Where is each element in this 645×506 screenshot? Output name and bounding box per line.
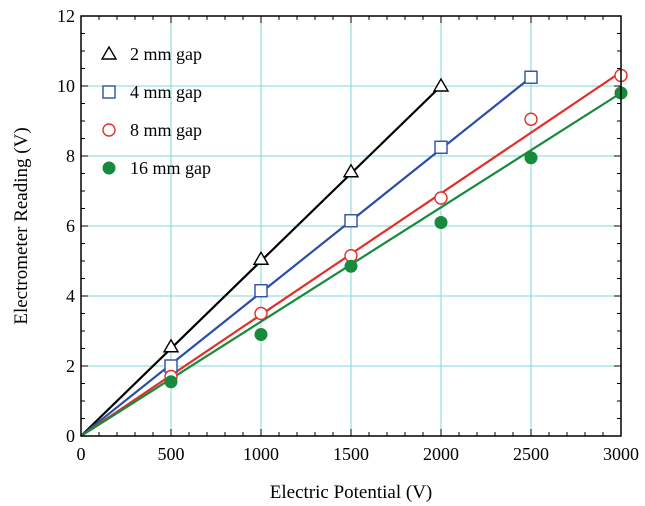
data-point-2-mm-gap [252,250,270,265]
data-point-4-mm-gap [524,70,538,84]
x-tick-label: 2000 [423,444,459,464]
data-point-2-mm-gap [432,77,450,92]
y-tick-label: 10 [57,76,75,96]
data-point-16-mm-gap [524,151,538,165]
data-point-2-mm-gap [162,338,180,353]
data-point-8-mm-gap [524,112,538,126]
legend-label-2-mm-gap: 2 mm gap [130,44,202,64]
data-point-8-mm-gap [254,306,268,321]
data-point-16-mm-gap [344,259,358,273]
data-point-2-mm-gap [342,163,360,178]
y-tick-label: 4 [66,286,75,306]
legend: 2 mm gap 4 mm gap 8 mm gap 16 mm gap [100,44,211,178]
legend-label-4-mm-gap: 4 mm gap [130,82,202,102]
x-tick-label: 1000 [243,444,279,464]
legend-marker-2-mm-gap [100,45,118,60]
data-point-16-mm-gap [164,375,178,389]
legend-marker-8-mm-gap [102,123,116,137]
data-point-16-mm-gap [254,328,268,341]
y-tick-label: 2 [66,356,75,376]
y-tick-label: 8 [66,146,75,166]
axis-ticks: 0 500 1000 1500 2000 2500 3000 0 2 4 6 8 10 12 [57,6,639,464]
x-tick-label: 0 [77,444,86,464]
legend-label-16-mm-gap: 16 mm gap [130,158,211,178]
data-point-8-mm-gap [434,191,448,205]
x-tick-label: 2500 [513,444,549,464]
fit-line-4-mm-gap [80,76,532,437]
data-point-4-mm-gap [434,140,448,154]
y-tick-label: 0 [66,426,75,446]
data-point-4-mm-gap [254,284,268,298]
y-tick-label: 12 [57,6,75,26]
x-tick-label: 500 [158,444,185,464]
legend-marker-16-mm-gap [102,161,116,175]
x-tick-label: 3000 [603,444,639,464]
legend-label-8-mm-gap: 8 mm gap [130,120,202,140]
y-axis-title: Electrometer Reading (V) [11,127,32,324]
legend-marker-4-mm-gap [102,85,116,99]
y-tick-label: 6 [66,216,75,236]
x-axis-title: Electric Potential (V) [270,482,433,503]
data-point-4-mm-gap [344,214,358,228]
data-point-16-mm-gap [434,216,448,229]
x-tick-label: 1500 [333,444,369,464]
